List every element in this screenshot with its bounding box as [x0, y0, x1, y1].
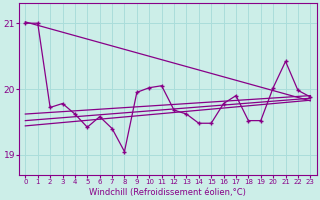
X-axis label: Windchill (Refroidissement éolien,°C): Windchill (Refroidissement éolien,°C) — [89, 188, 246, 197]
